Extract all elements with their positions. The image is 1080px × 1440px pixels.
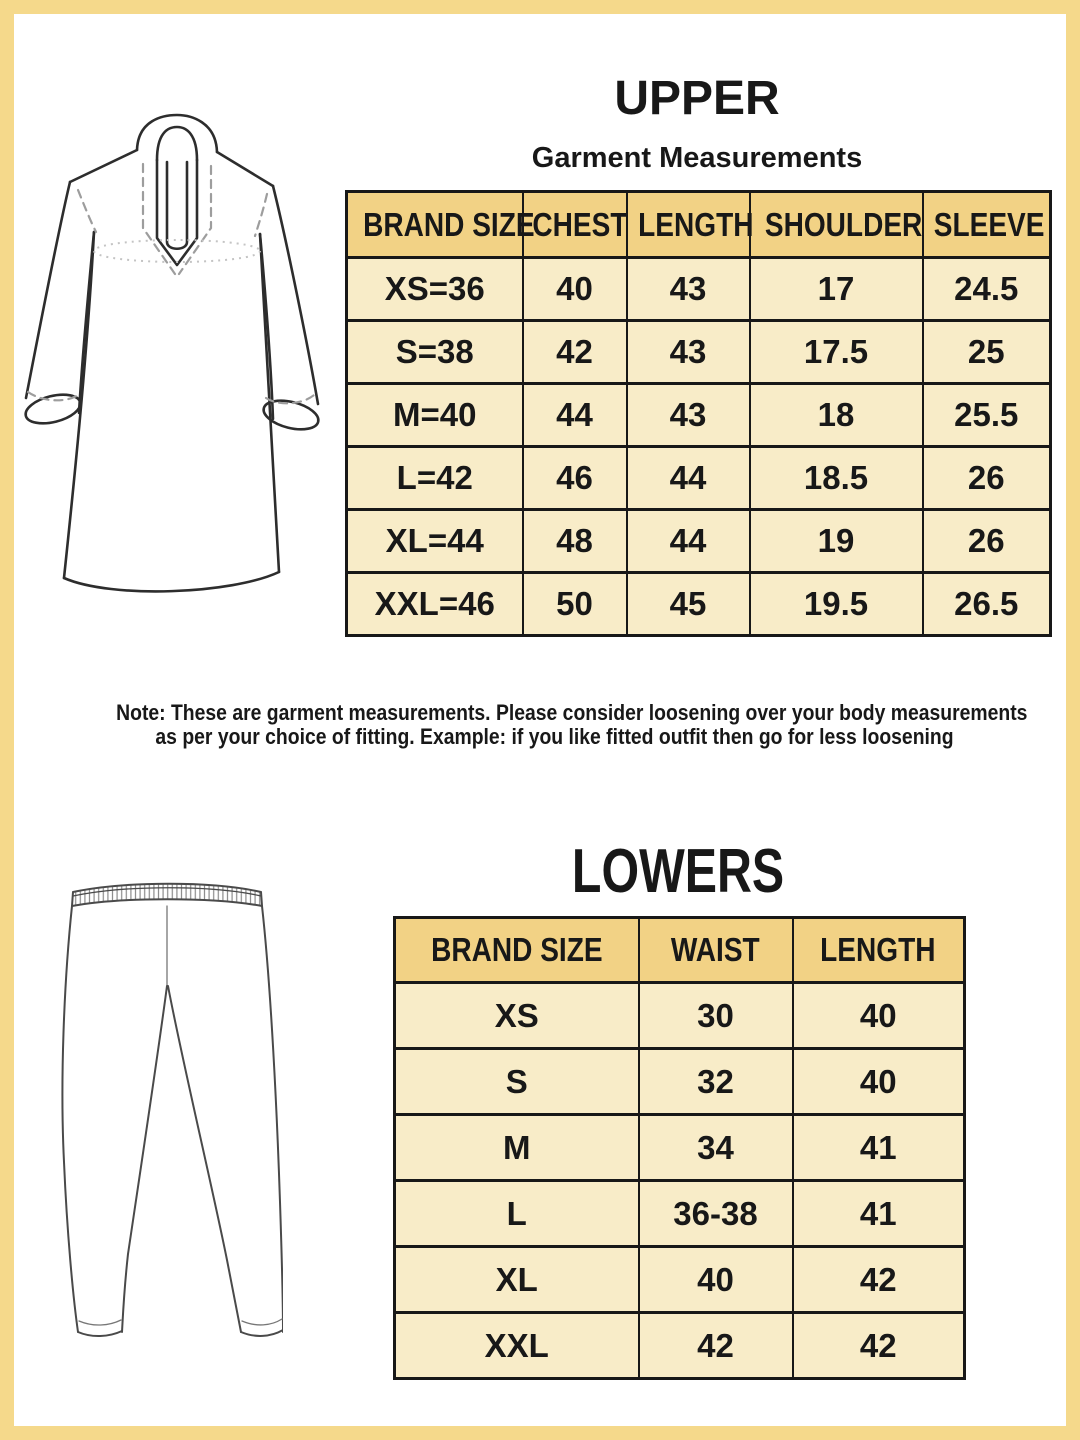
header-label: WAIST bbox=[671, 931, 760, 968]
lowers-section-title: LOWERS bbox=[393, 841, 963, 903]
table-row: M=40 44 43 18 25.5 bbox=[345, 382, 1052, 448]
kurta-placket-inner bbox=[165, 160, 189, 251]
table-row: L=42 46 44 18.5 26 bbox=[345, 445, 1052, 511]
table-cell: 40 bbox=[791, 981, 966, 1050]
header-label: LENGTH bbox=[637, 205, 753, 243]
upper-section-title: UPPER bbox=[614, 72, 780, 125]
table-cell: 45 bbox=[625, 571, 751, 637]
kurta-shoulder-left bbox=[68, 148, 139, 184]
table-header-cell: LENGTH bbox=[625, 190, 753, 259]
table-row: XXL=46 50 45 19.5 26.5 bbox=[345, 571, 1052, 637]
upper-measurements-table: BRAND SIZE CHEST LENGTH SHOULDER SLEEVE … bbox=[345, 190, 1052, 637]
table-cell: 44 bbox=[625, 445, 751, 511]
kurta-collar-outer bbox=[135, 113, 219, 154]
table-cell: 46 bbox=[521, 445, 628, 511]
table-cell: 41 bbox=[791, 1179, 966, 1248]
table-cell: 25 bbox=[921, 319, 1052, 385]
table-cell: 26 bbox=[921, 508, 1052, 574]
upper-section-subtitle: Garment Measurements bbox=[531, 142, 863, 174]
table-header-cell: SHOULDER bbox=[748, 190, 924, 259]
header-label: BRAND SIZE bbox=[363, 205, 535, 243]
table-cell: 18 bbox=[748, 382, 924, 448]
table-row: S=38 42 43 17.5 25 bbox=[345, 319, 1052, 385]
kurta-collar-inner bbox=[155, 125, 199, 162]
table-cell: 25.5 bbox=[921, 382, 1052, 448]
table-row: M 34 41 bbox=[393, 1113, 966, 1182]
table-row: S 32 40 bbox=[393, 1047, 966, 1116]
table-cell: 19.5 bbox=[748, 571, 924, 637]
kurta-chest-guide bbox=[93, 239, 261, 263]
table-cell: 17 bbox=[748, 256, 924, 322]
table-header-cell: BRAND SIZE bbox=[393, 916, 640, 984]
table-cell: 30 bbox=[637, 981, 794, 1050]
table-cell: 40 bbox=[637, 1245, 794, 1314]
header-label: SHOULDER bbox=[764, 205, 922, 243]
table-cell: S bbox=[393, 1047, 640, 1116]
header-label: LENGTH bbox=[820, 931, 936, 968]
table-header-cell: LENGTH bbox=[791, 916, 966, 984]
table-cell: 18.5 bbox=[748, 445, 924, 511]
table-cell: 36-38 bbox=[637, 1179, 794, 1248]
table-cell: S=38 bbox=[345, 319, 524, 385]
table-cell: 17.5 bbox=[748, 319, 924, 385]
measurement-note: Note: These are garment measurements. Pl… bbox=[54, 701, 1054, 749]
table-cell: M=40 bbox=[345, 382, 524, 448]
table-cell: 42 bbox=[791, 1311, 966, 1380]
table-cell: 41 bbox=[791, 1113, 966, 1182]
table-cell: XS bbox=[393, 981, 640, 1050]
table-cell: 40 bbox=[521, 256, 628, 322]
leggings-illustration bbox=[61, 882, 283, 1337]
table-cell: 48 bbox=[521, 508, 628, 574]
table-cell: 40 bbox=[791, 1047, 966, 1116]
header-label: CHEST bbox=[531, 205, 627, 243]
table-cell: 42 bbox=[637, 1311, 794, 1380]
table-cell: 34 bbox=[637, 1113, 794, 1182]
table-row: XL 40 42 bbox=[393, 1245, 966, 1314]
table-row: XL=44 48 44 19 26 bbox=[345, 508, 1052, 574]
table-cell: 26 bbox=[921, 445, 1052, 511]
table-cell: 32 bbox=[637, 1047, 794, 1116]
table-cell: XL bbox=[393, 1245, 640, 1314]
table-cell: 26.5 bbox=[921, 571, 1052, 637]
kurta-placket-outer bbox=[155, 158, 199, 267]
note-line-2: as per your choice of fitting. Example: … bbox=[154, 724, 954, 749]
table-cell: 43 bbox=[625, 319, 751, 385]
table-cell: XS=36 bbox=[345, 256, 524, 322]
table-cell: 50 bbox=[521, 571, 628, 637]
header-label: SLEEVE bbox=[933, 205, 1044, 243]
lowers-measurements-table: BRAND SIZE WAIST LENGTH XS 30 40 S 32 40… bbox=[393, 916, 966, 1380]
lowers-table-header-row: BRAND SIZE WAIST LENGTH bbox=[393, 916, 966, 984]
table-cell: 24.5 bbox=[921, 256, 1052, 322]
table-cell: XL=44 bbox=[345, 508, 524, 574]
table-cell: 42 bbox=[791, 1245, 966, 1314]
table-cell: 43 bbox=[625, 382, 751, 448]
upper-table-header-row: BRAND SIZE CHEST LENGTH SHOULDER SLEEVE bbox=[345, 190, 1052, 259]
lowers-title-text: LOWERS bbox=[571, 837, 785, 906]
table-row: L 36-38 41 bbox=[393, 1179, 966, 1248]
note-line-1: Note: These are garment measurements. Pl… bbox=[116, 700, 1028, 725]
table-cell: 42 bbox=[521, 319, 628, 385]
kurta-shoulder-right bbox=[215, 150, 275, 188]
table-row: XXL 42 42 bbox=[393, 1311, 966, 1380]
table-header-cell: BRAND SIZE bbox=[345, 190, 535, 259]
table-cell: 43 bbox=[625, 256, 751, 322]
table-cell: XXL=46 bbox=[345, 571, 524, 637]
leggings-waistband bbox=[71, 882, 263, 907]
table-header-cell: WAIST bbox=[637, 916, 794, 984]
kurta-illustration bbox=[24, 113, 320, 593]
table-header-cell: SLEEVE bbox=[921, 190, 1052, 259]
table-cell: L bbox=[393, 1179, 640, 1248]
table-cell: 19 bbox=[748, 508, 924, 574]
table-cell: L=42 bbox=[345, 445, 524, 511]
table-header-cell: CHEST bbox=[521, 190, 628, 259]
table-cell: XXL bbox=[393, 1311, 640, 1380]
table-cell: 44 bbox=[521, 382, 628, 448]
table-row: XS=36 40 43 17 24.5 bbox=[345, 256, 1052, 322]
table-row: XS 30 40 bbox=[393, 981, 966, 1050]
header-label: BRAND SIZE bbox=[431, 931, 603, 968]
table-cell: M bbox=[393, 1113, 640, 1182]
table-cell: 44 bbox=[625, 508, 751, 574]
